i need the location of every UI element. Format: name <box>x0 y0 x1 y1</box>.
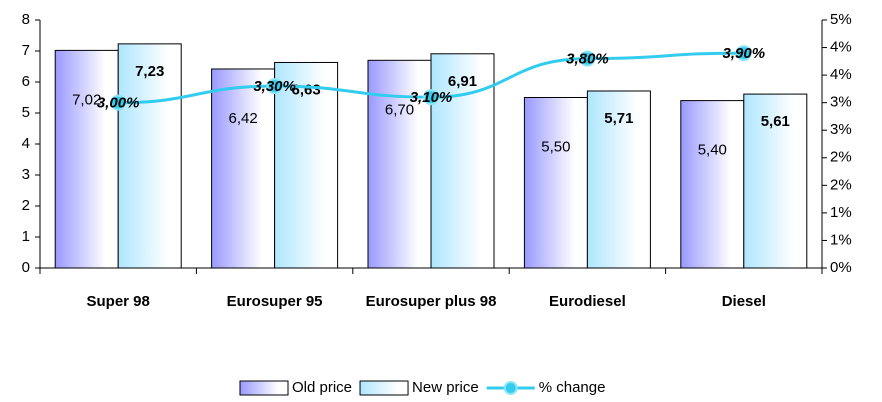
bar <box>211 68 276 269</box>
data-label: 3,10% <box>410 89 453 106</box>
legend-label: New price <box>412 379 479 396</box>
bar <box>117 43 182 269</box>
bar <box>54 49 119 269</box>
data-label: 3,80% <box>566 51 609 68</box>
y-tick-label: 6 <box>22 73 30 90</box>
data-label: 5,71 <box>604 110 633 127</box>
x-tick-label: Super 98 <box>87 293 150 310</box>
legend-swatch <box>359 380 409 396</box>
y-tick-label: 5 <box>22 104 30 121</box>
x-tick-label: Diesel <box>722 293 766 310</box>
y2-tick-label: 3% <box>830 94 852 111</box>
y-tick-label: 2 <box>22 197 30 214</box>
x-tick-label: Eurosuper 95 <box>227 293 323 310</box>
y2-tick-label: 1% <box>830 204 852 221</box>
bar <box>274 61 339 269</box>
y2-tick-label: 5% <box>830 11 852 28</box>
data-label: 3,00% <box>97 95 140 112</box>
y-tick-label: 3 <box>22 166 30 183</box>
bar <box>680 100 745 269</box>
data-label: 6,42 <box>228 110 257 127</box>
data-label: 5,61 <box>761 113 790 130</box>
y-tick-label: 1 <box>22 228 30 245</box>
y2-tick-label: 2% <box>830 176 852 193</box>
y2-tick-label: 4% <box>830 39 852 56</box>
bar <box>523 97 588 269</box>
data-label: 3,30% <box>253 78 296 95</box>
data-label: 7,23 <box>135 63 164 80</box>
data-label: 3,90% <box>723 45 766 62</box>
data-label: 6,70 <box>385 101 414 118</box>
data-label: 6,91 <box>448 73 477 90</box>
line-marker <box>735 45 752 62</box>
bar <box>743 93 808 269</box>
data-label: 7,02 <box>72 91 101 108</box>
line-marker <box>266 78 283 95</box>
legend-swatch <box>503 381 518 395</box>
data-label: 5,50 <box>541 138 570 155</box>
bar <box>586 90 651 269</box>
line-marker <box>579 50 596 67</box>
y-tick-label: 7 <box>22 42 30 59</box>
x-tick-label: Eurodiesel <box>549 293 626 310</box>
y-tick-label: 0 <box>22 259 30 276</box>
data-label: 5,40 <box>698 142 727 159</box>
x-tick-label: Eurosuper plus 98 <box>366 293 497 310</box>
y2-tick-label: 3% <box>830 121 852 138</box>
legend-label: % change <box>539 379 606 396</box>
legend-swatch <box>239 380 289 396</box>
data-label: 6,63 <box>291 81 320 98</box>
line-marker <box>110 94 127 111</box>
y2-tick-label: 1% <box>830 231 852 248</box>
y2-tick-label: 4% <box>830 66 852 83</box>
y-tick-label: 4 <box>22 135 30 152</box>
y2-tick-label: 0% <box>830 259 852 276</box>
line-marker <box>423 89 439 106</box>
y-tick-label: 8 <box>22 11 30 28</box>
y2-tick-label: 2% <box>830 149 852 166</box>
legend-label: Old price <box>292 379 352 396</box>
